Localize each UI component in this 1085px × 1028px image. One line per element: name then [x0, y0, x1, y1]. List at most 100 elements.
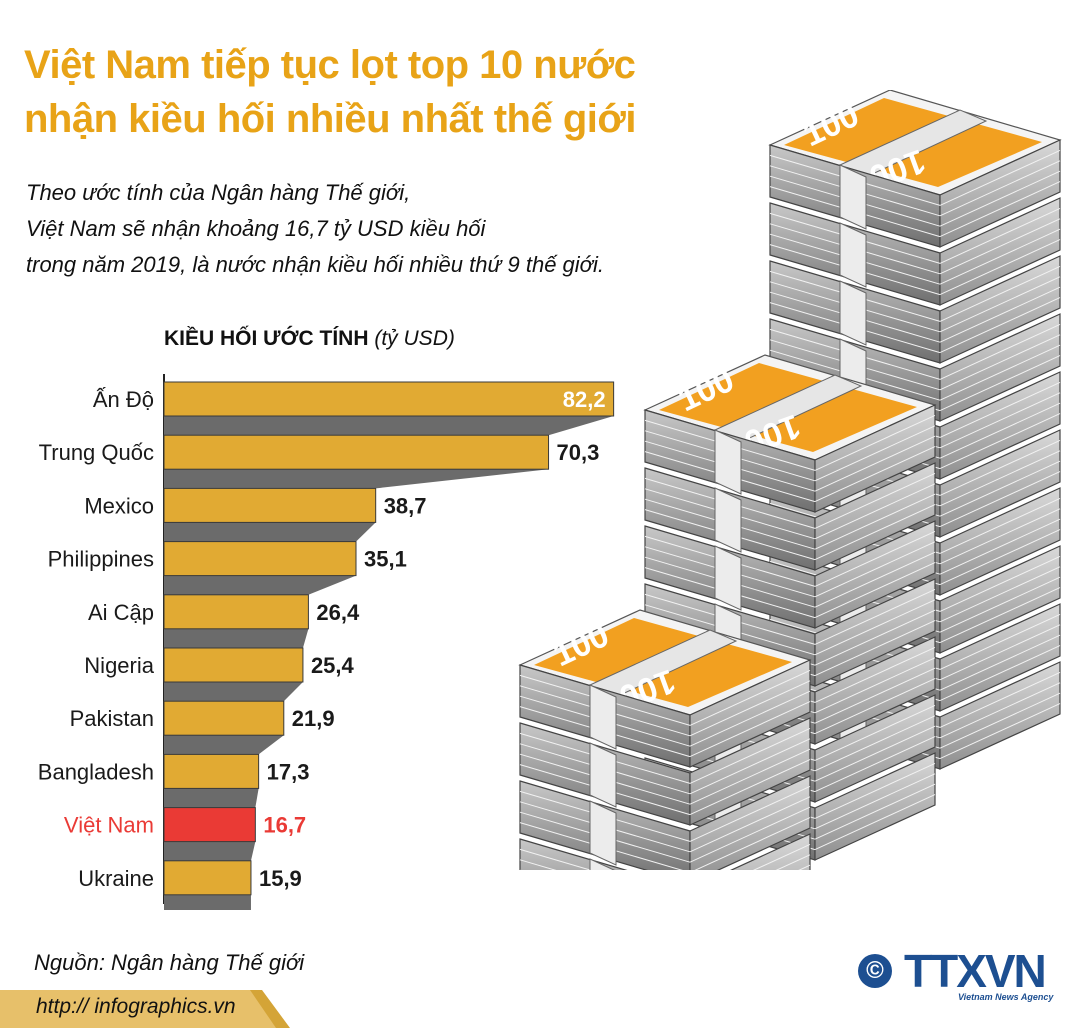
strap-side [839, 222, 867, 288]
strap-side [589, 800, 617, 866]
page-line [814, 657, 936, 714]
strap-side [589, 742, 617, 808]
page-line [939, 587, 1061, 644]
bar-shadow [164, 575, 356, 595]
page-line [939, 334, 1061, 391]
footer-bar [0, 990, 290, 1028]
category-label: Ấn Độ [93, 387, 154, 412]
page-line [814, 414, 936, 471]
page-line [752, 843, 811, 870]
strap-side [589, 684, 617, 750]
page-line [939, 170, 1061, 227]
page-line [814, 678, 936, 735]
banknote-side [939, 371, 1061, 480]
page-line [814, 715, 936, 772]
strap-side [714, 487, 742, 553]
value-label: 26,4 [316, 600, 360, 625]
bar-7 [163, 753, 260, 789]
page-line [814, 667, 936, 724]
page-line [814, 562, 936, 619]
page-line [939, 392, 1061, 449]
bar-shadow [164, 682, 303, 702]
page-line [939, 645, 1061, 702]
category-label: Bangladesh [38, 759, 154, 784]
value-label: 15,9 [259, 866, 302, 891]
footer-url-link[interactable]: http:// infographics.vn [36, 995, 236, 1018]
banknote-side [939, 429, 1061, 538]
page-line [814, 783, 936, 840]
page-line [814, 530, 936, 587]
intro-line-1: Theo ước tính của Ngân hàng Thế giới, [26, 180, 411, 205]
value-label: 25,4 [311, 653, 355, 678]
page-line [814, 472, 936, 529]
page-line [939, 613, 1061, 670]
bar-shadow [164, 416, 614, 436]
page-line [519, 859, 557, 870]
page-line [939, 207, 1061, 264]
page-title: Việt Nam tiếp tục lọt top 10 nước nhận k… [24, 38, 764, 146]
page-line [939, 355, 1061, 412]
page-line [939, 671, 1061, 728]
banknote-side [939, 313, 1061, 422]
page-line [814, 704, 936, 761]
page-line [939, 344, 1061, 401]
value-label: 21,9 [292, 706, 335, 731]
banknote-side [939, 661, 1061, 770]
value-label: 82,2 [563, 387, 606, 412]
banknote-side [519, 838, 628, 870]
logo-text: TTXVN [904, 945, 1047, 997]
bar-shadow [164, 788, 259, 808]
bar-shadow [164, 628, 309, 648]
remittance-bar-chart: Ấn Độ 82,2 Trung Quốc 70,3 Mexico 38,7 Philipp… [38, 374, 615, 910]
category-label: Việt Nam [64, 813, 154, 838]
page-line [689, 669, 811, 726]
strap-side [839, 164, 867, 230]
page-line [814, 609, 936, 666]
chart-title-label: KIỀU HỐI ƯỚC TÍNH [164, 327, 369, 350]
banknote-side [689, 659, 811, 768]
page-line [689, 690, 811, 747]
bar-shadow [164, 735, 284, 755]
page-line [939, 703, 1061, 760]
strap-side [714, 545, 742, 611]
page-line [939, 297, 1061, 354]
page-line [939, 149, 1061, 206]
strap-side [839, 280, 867, 346]
page-line [775, 854, 811, 870]
banknote-side [939, 139, 1061, 248]
page-line [939, 181, 1061, 238]
page-line [814, 762, 936, 819]
page-line [939, 265, 1061, 322]
page-line [939, 471, 1061, 528]
page-line [939, 439, 1061, 496]
page-line [939, 555, 1061, 612]
banknote-side [689, 775, 811, 870]
page-line [939, 276, 1061, 333]
bar-shadow [164, 469, 549, 489]
page-line [939, 239, 1061, 296]
page-line [939, 381, 1061, 438]
banknote-side [814, 752, 936, 861]
bar-shadow [164, 894, 251, 910]
page-line [814, 425, 936, 482]
category-label: Ukraine [78, 866, 154, 891]
logo-subtitle: Vietnam News Agency [958, 992, 1054, 1002]
page-line [814, 773, 936, 830]
value-label: 35,1 [364, 547, 407, 572]
page-line [814, 736, 936, 793]
bar-0 [163, 381, 615, 417]
category-label: Nigeria [84, 653, 154, 678]
page-line [814, 725, 936, 782]
bar-3 [163, 541, 357, 577]
banknote-side [814, 404, 936, 513]
page-line [814, 599, 936, 656]
banknote-side [939, 603, 1061, 712]
category-label: Ai Cập [88, 600, 154, 625]
page-line [939, 634, 1061, 691]
page-line [939, 160, 1061, 217]
page-line [689, 796, 811, 853]
page-line [939, 566, 1061, 623]
page-line [814, 620, 936, 677]
page-line [814, 493, 936, 550]
